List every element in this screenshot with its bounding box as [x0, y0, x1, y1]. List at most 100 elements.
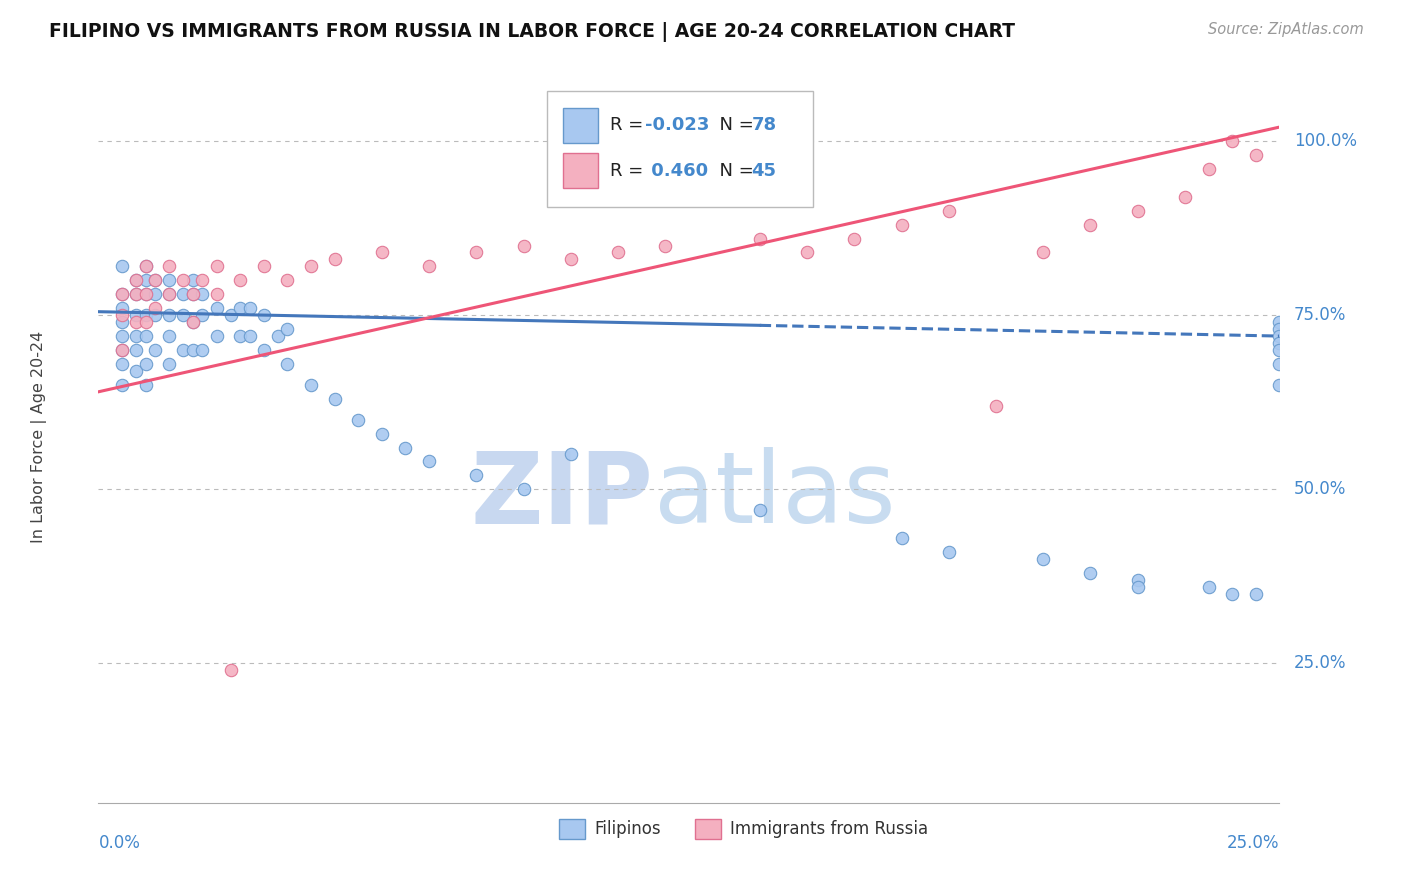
Point [253, 308, 276, 322]
Point [205, 260, 228, 274]
Point [125, 308, 148, 322]
Point [172, 273, 194, 287]
Bar [562, 108, 598, 143]
Point [1032, 245, 1054, 260]
Point [1268, 377, 1291, 392]
Point [1268, 343, 1291, 357]
Point [1198, 161, 1220, 176]
Point [219, 664, 242, 678]
Point [1032, 552, 1054, 566]
Point [205, 287, 228, 301]
Point [111, 260, 134, 274]
Point [1126, 203, 1149, 218]
Point [143, 308, 166, 322]
Point [938, 203, 960, 218]
Text: 100.0%: 100.0% [1294, 132, 1357, 150]
Point [1268, 336, 1291, 351]
Point [512, 483, 534, 497]
Point [1268, 322, 1291, 336]
Point [748, 503, 770, 517]
Point [157, 287, 180, 301]
Point [125, 287, 148, 301]
Point [323, 252, 346, 267]
Point [111, 287, 134, 301]
Point [394, 441, 416, 455]
Point [890, 531, 912, 545]
Point [135, 260, 157, 274]
Text: atlas: atlas [654, 447, 896, 544]
Point [229, 329, 252, 343]
Point [157, 287, 180, 301]
Point [111, 301, 134, 316]
Text: R =: R = [610, 117, 648, 135]
FancyBboxPatch shape [547, 91, 813, 207]
Point [205, 329, 228, 343]
Point [135, 308, 157, 322]
Point [111, 343, 134, 357]
Point [111, 357, 134, 371]
Text: N =: N = [707, 117, 759, 135]
Point [135, 273, 157, 287]
Point [125, 315, 148, 329]
Text: 50.0%: 50.0% [1294, 480, 1346, 499]
Text: R =: R = [610, 161, 648, 180]
Point [143, 301, 166, 316]
Point [125, 287, 148, 301]
Point [299, 260, 322, 274]
Point [135, 287, 157, 301]
Point [181, 315, 204, 329]
Point [1080, 218, 1102, 232]
Bar [560, 819, 585, 839]
Point [1080, 566, 1102, 580]
Point [229, 301, 252, 316]
Point [654, 238, 676, 252]
Point [1244, 587, 1267, 601]
Point [191, 287, 214, 301]
Point [253, 260, 276, 274]
Point [239, 301, 262, 316]
Text: 0.460: 0.460 [645, 161, 709, 180]
Point [181, 343, 204, 357]
Point [205, 301, 228, 316]
Point [253, 343, 276, 357]
Point [1220, 134, 1243, 148]
Point [157, 357, 180, 371]
Point [181, 273, 204, 287]
Point [276, 357, 298, 371]
Point [219, 308, 242, 322]
Point [172, 287, 194, 301]
Point [125, 343, 148, 357]
Point [172, 343, 194, 357]
Point [143, 343, 166, 357]
Point [191, 343, 214, 357]
Point [465, 245, 488, 260]
Text: Source: ZipAtlas.com: Source: ZipAtlas.com [1208, 22, 1364, 37]
Point [125, 329, 148, 343]
Point [890, 218, 912, 232]
Point [135, 260, 157, 274]
Point [418, 260, 440, 274]
Point [172, 308, 194, 322]
Text: 78: 78 [752, 117, 776, 135]
Point [276, 273, 298, 287]
Point [125, 273, 148, 287]
Point [157, 260, 180, 274]
Point [239, 329, 262, 343]
Point [512, 238, 534, 252]
Point [418, 454, 440, 468]
Point [191, 308, 214, 322]
Bar [695, 819, 721, 839]
Text: Filipinos: Filipinos [595, 820, 661, 838]
Point [560, 448, 582, 462]
Point [229, 273, 252, 287]
Point [181, 315, 204, 329]
Point [111, 377, 134, 392]
Text: 0.0%: 0.0% [98, 834, 141, 852]
Point [1126, 573, 1149, 587]
Point [1220, 587, 1243, 601]
Point [135, 315, 157, 329]
Bar [562, 153, 598, 188]
Point [1126, 580, 1149, 594]
Point [135, 287, 157, 301]
Point [844, 231, 866, 245]
